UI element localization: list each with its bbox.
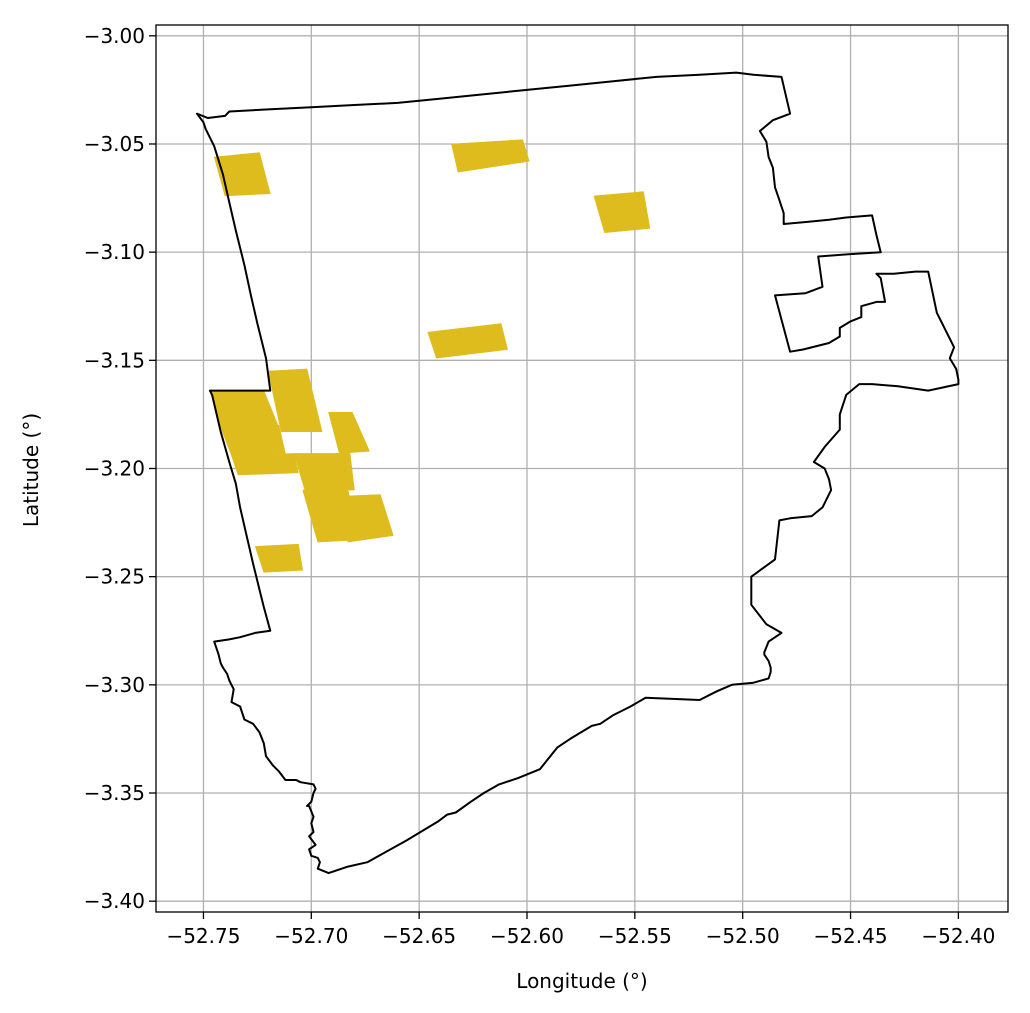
y-tick-label: −3.25 [84, 565, 145, 589]
mining-patch [293, 453, 355, 491]
mining-patch [254, 543, 304, 573]
boundary-outline [196, 71, 960, 875]
x-tick-label: −52.50 [706, 924, 780, 948]
mining-patch [231, 453, 299, 476]
x-tick-label: −52.55 [598, 924, 672, 948]
mining-patch [213, 152, 271, 197]
y-tick-label: −3.35 [84, 781, 145, 805]
x-tick-label: −52.40 [921, 924, 995, 948]
y-tick-label: −3.40 [84, 889, 145, 913]
x-tick-label: −52.75 [166, 924, 240, 948]
mining-patch [332, 494, 394, 543]
y-axis-ticks: −3.00 −3.05 −3.10 −3.15 −3.20 −3.25 −3.30 −3.35… [84, 24, 156, 913]
x-tick-label: −52.65 [382, 924, 456, 948]
y-tick-label: −3.05 [84, 132, 145, 156]
mining-patch [593, 191, 651, 234]
mining-patch [328, 411, 370, 454]
mining-patch [267, 368, 323, 433]
x-axis-title: Longitude (°) [516, 969, 647, 993]
x-tick-label: −52.60 [490, 924, 564, 948]
y-tick-label: −3.20 [84, 457, 145, 481]
y-tick-label: −3.30 [84, 673, 145, 697]
mining-patch [451, 139, 530, 173]
y-axis-title: Latitude (°) [19, 413, 43, 527]
y-tick-label: −3.00 [84, 24, 145, 48]
y-tick-label: −3.15 [84, 348, 145, 372]
region-boundary [196, 71, 960, 875]
x-axis-ticks: −52.75 −52.70 −52.65 −52.60 −52.55 −52.50 −52.… [166, 912, 995, 948]
x-tick-label: −52.70 [274, 924, 348, 948]
mining-patch [209, 390, 280, 428]
grid-lines [156, 25, 1008, 912]
mining-patches [209, 139, 651, 573]
x-tick-label: −52.45 [814, 924, 888, 948]
mining-patch [220, 424, 286, 456]
y-tick-label: −3.10 [84, 240, 145, 264]
mining-patch [427, 323, 508, 359]
